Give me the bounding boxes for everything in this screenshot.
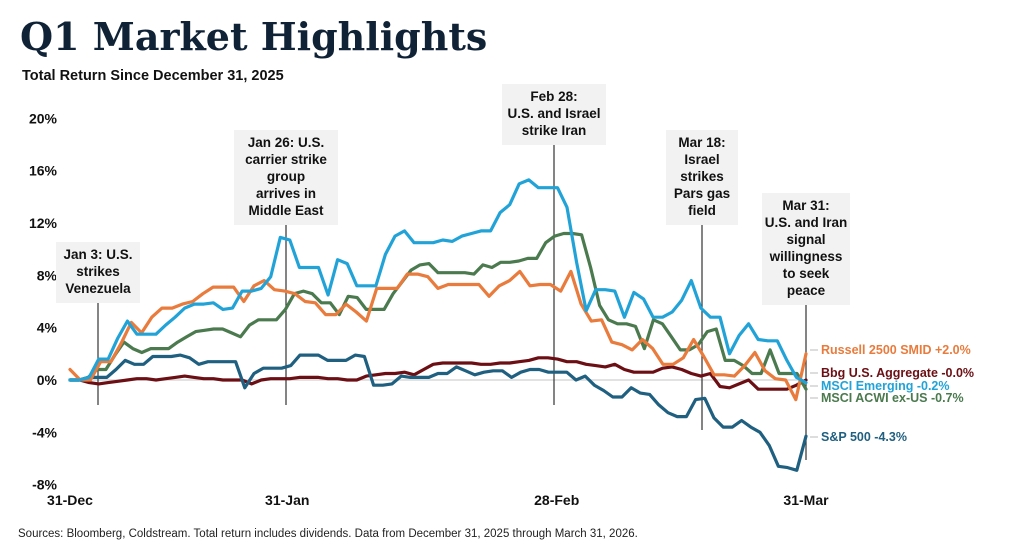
series-line-s-p-500 <box>68 353 808 472</box>
end-labels: Russell 2500 SMID +2.0% Bbg U.S. Aggregat… <box>810 343 974 444</box>
y-tick-label: 8% <box>37 267 58 283</box>
series-lines <box>68 178 808 472</box>
annotation-text: willingness <box>769 249 843 264</box>
annotation-boxes: Jan 3: U.S. strikes Venezuela Jan 26: U.S. c… <box>56 84 850 305</box>
end-label: MSCI ACWI ex-US -0.7% <box>821 391 964 405</box>
source-note: Sources: Bloomberg, Coldstream. Total re… <box>18 528 638 540</box>
end-label: MSCI Emerging -0.2% <box>821 379 950 393</box>
end-label: Russell 2500 SMID +2.0% <box>821 343 971 357</box>
y-tick-label: -8% <box>32 477 57 493</box>
annotation-text: signal <box>786 232 825 247</box>
x-tick-label: 31-Mar <box>783 492 829 508</box>
annotation-text: peace <box>787 283 826 298</box>
annotation-text: Pars gas <box>674 186 730 201</box>
series-line-msci-acwi-ex-us <box>68 231 808 391</box>
annotation-text: Venezuela <box>65 281 131 296</box>
annotation-box <box>502 84 606 145</box>
x-tick-label: 28-Feb <box>534 492 579 508</box>
y-tick-label: 16% <box>29 163 58 179</box>
annotation-text: group <box>267 169 305 184</box>
end-label: Bbg U.S. Aggregate -0.0% <box>821 366 974 380</box>
x-tick-label: 31-Dec <box>47 492 93 508</box>
annotation-text: to seek <box>783 266 830 281</box>
annotation-text: U.S. and Iran <box>765 215 848 230</box>
annotation-text: Feb 28: <box>530 89 577 104</box>
annotation-text: Jan 26: U.S. <box>248 135 325 150</box>
annotation-text: Israel <box>684 152 719 167</box>
annotation-text: strikes <box>76 264 120 279</box>
chart-subtitle: Total Return Since December 31, 2025 <box>22 68 284 84</box>
series-line-bbg-u-s-aggregate <box>68 356 808 391</box>
annotation-box <box>762 193 850 305</box>
annotation-box <box>666 130 738 225</box>
y-tick-label: 20% <box>29 110 58 126</box>
page-title: Q1 Market Highlights <box>20 14 488 59</box>
annotation-text: strike Iran <box>522 123 587 138</box>
series-line-russell-2500-smid <box>68 269 808 402</box>
series-line-msci-emerging <box>68 178 808 385</box>
annotation-text: carrier strike <box>245 152 327 167</box>
y-tick-label: 4% <box>37 320 58 336</box>
annotation-text: field <box>688 203 716 218</box>
annotation-text: Jan 3: U.S. <box>63 247 132 262</box>
axes: 20% 16% 12% 8% 4% 0% -4% -8%31-Dec 31-Jan 28-Feb 3… <box>29 110 829 508</box>
y-tick-label: 12% <box>29 215 58 231</box>
y-tick-label: 0% <box>37 372 58 388</box>
annotation-text: U.S. and Israel <box>507 106 600 121</box>
x-tick-label: 31-Jan <box>265 492 309 508</box>
annotation-text: Mar 18: <box>678 135 725 150</box>
annotation-text: strikes <box>680 169 724 184</box>
annotation-box <box>56 242 140 303</box>
annotation-box <box>234 130 338 225</box>
annotation-text: arrives in <box>256 186 316 201</box>
end-label: S&P 500 -4.3% <box>821 430 907 444</box>
annotation-text: Mar 31: <box>782 198 829 213</box>
annotation-text: Middle East <box>248 203 324 218</box>
y-tick-label: -4% <box>32 424 57 440</box>
